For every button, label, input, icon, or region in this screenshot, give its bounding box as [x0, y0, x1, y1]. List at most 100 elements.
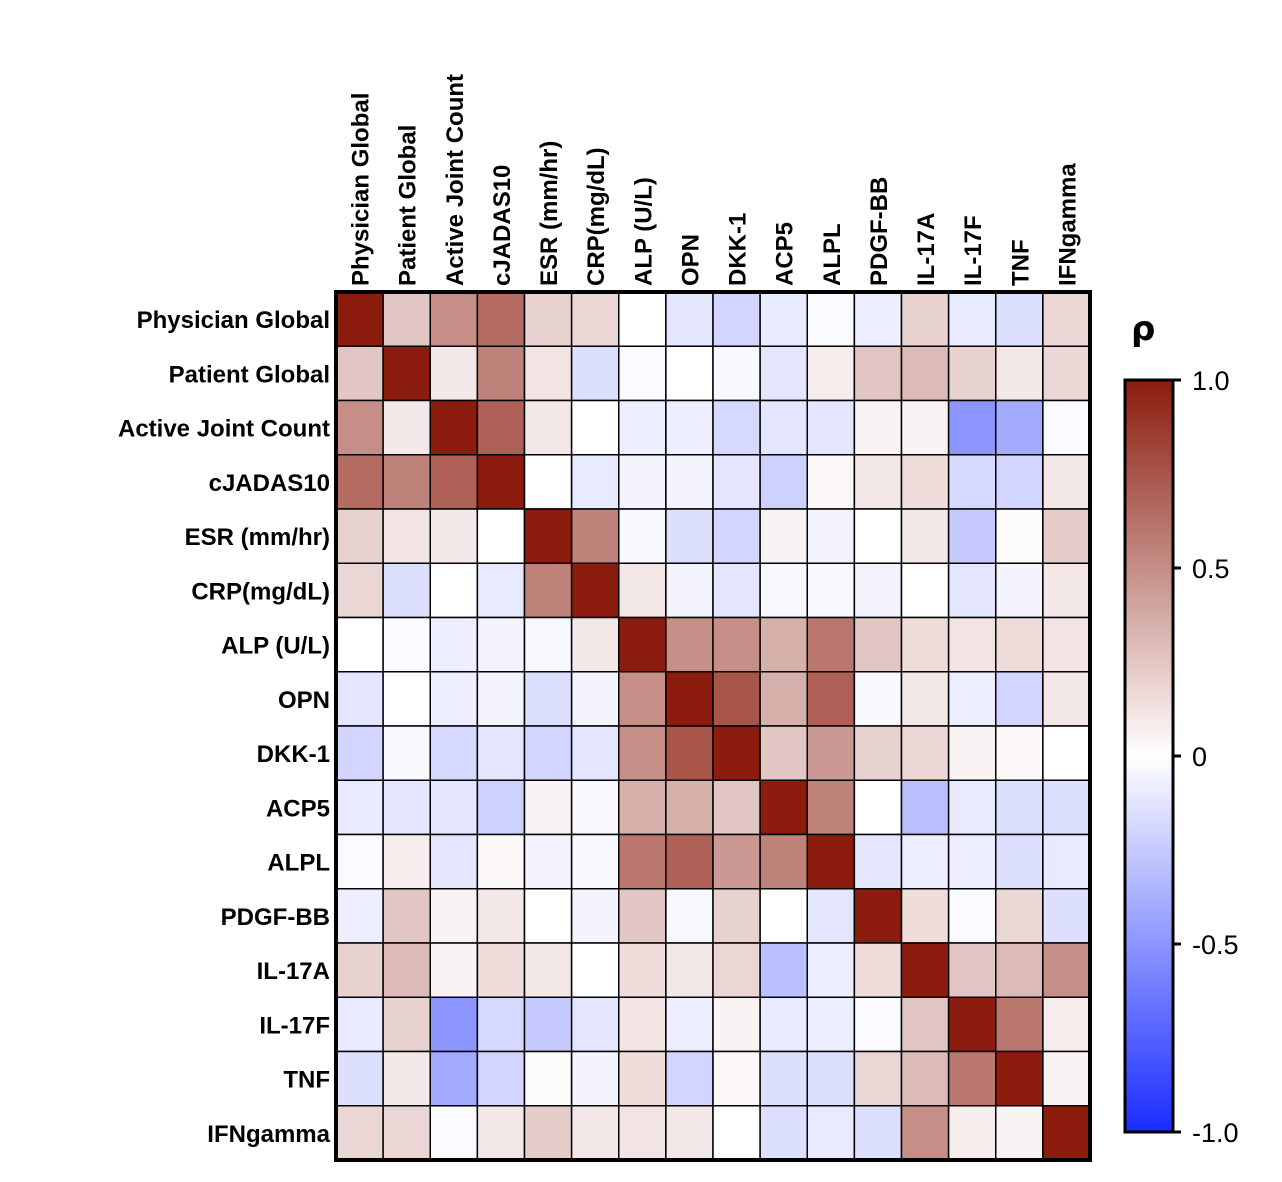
heatmap-cell: [995, 291, 1044, 347]
heatmap-cell: [853, 616, 903, 673]
heatmap-cell: [806, 1050, 856, 1107]
heatmap-cell: [995, 1105, 1044, 1161]
heatmap-cell: [900, 1050, 950, 1107]
heatmap-cell: [476, 779, 526, 836]
heatmap-cell: [429, 725, 479, 781]
heatmap-cell: [759, 888, 808, 944]
heatmap-cell: [806, 562, 856, 619]
heatmap-cell: [1042, 671, 1091, 727]
heatmap-cell: [570, 1050, 620, 1107]
heatmap-cell: [759, 996, 808, 1053]
heatmap-cell: [618, 725, 667, 781]
heatmap-cell: [665, 942, 714, 998]
heatmap-cell: [806, 616, 856, 673]
heatmap-cell: [429, 996, 479, 1053]
heatmap-cell: [523, 833, 573, 890]
heatmap-cell: [429, 1105, 479, 1161]
heatmap-cell: [947, 942, 997, 998]
heatmap-cells: [335, 291, 1091, 1161]
heatmap-cell: [947, 291, 997, 347]
heatmap-cell: [335, 454, 384, 510]
heatmap-cell: [523, 888, 573, 944]
heatmap-cell: [900, 399, 950, 456]
heatmap-cell: [806, 833, 856, 890]
heatmap-cell: [429, 833, 479, 890]
heatmap-cell: [712, 725, 761, 781]
heatmap-cell: [382, 996, 431, 1053]
heatmap-cell: [1042, 833, 1091, 890]
heatmap-cell: [900, 671, 950, 727]
heatmap-cell: [523, 779, 573, 836]
heatmap-cell: [382, 454, 431, 510]
heatmap-cell: [759, 291, 808, 347]
heatmap-cell: [1042, 616, 1091, 673]
heatmap-cell: [570, 942, 620, 998]
heatmap-cell: [335, 1050, 384, 1107]
heatmap-cell: [665, 671, 714, 727]
heatmap-cell: [665, 345, 714, 402]
heatmap-cell: [947, 454, 997, 510]
heatmap-cell: [570, 1105, 620, 1161]
heatmap-cell: [335, 725, 384, 781]
heatmap-cell: [665, 888, 714, 944]
heatmap-cell: [618, 996, 667, 1053]
heatmap-cell: [335, 508, 384, 564]
column-label: Physician Global: [348, 93, 375, 286]
heatmap-cell: [853, 779, 903, 836]
heatmap-cell: [995, 996, 1044, 1053]
heatmap-cell: [712, 779, 761, 836]
heatmap-cell: [1042, 291, 1091, 347]
heatmap-cell: [476, 345, 526, 402]
heatmap-cell: [759, 454, 808, 510]
heatmap-cell: [335, 996, 384, 1053]
heatmap-cell: [759, 1105, 808, 1161]
heatmap-cell: [618, 671, 667, 727]
heatmap-cell: [1042, 399, 1091, 456]
colorbar-tick-label: -1.0: [1192, 1118, 1239, 1148]
row-label: Physician Global: [137, 307, 330, 334]
heatmap-cell: [1042, 454, 1091, 510]
heatmap-cell: [853, 725, 903, 781]
heatmap-cell: [570, 888, 620, 944]
heatmap-cell: [429, 942, 479, 998]
heatmap-cell: [995, 671, 1044, 727]
heatmap-cell: [1042, 562, 1091, 619]
heatmap-cell: [995, 508, 1044, 564]
heatmap-cell: [523, 1050, 573, 1107]
column-label: IL-17A: [913, 213, 940, 286]
column-label: OPN: [677, 234, 704, 286]
heatmap-cell: [759, 562, 808, 619]
heatmap-cell: [853, 345, 903, 402]
heatmap-cell: [900, 562, 950, 619]
heatmap-cell: [476, 616, 526, 673]
heatmap-cell: [523, 291, 573, 347]
heatmap-cell: [665, 454, 714, 510]
heatmap-cell: [476, 942, 526, 998]
heatmap-cell: [712, 291, 761, 347]
heatmap-cell: [429, 1050, 479, 1107]
colorbar-tick-label: 1.0: [1192, 366, 1230, 396]
heatmap-cell: [429, 671, 479, 727]
heatmap-cell: [429, 399, 479, 456]
heatmap-cell: [1042, 508, 1091, 564]
heatmap-cell: [806, 779, 856, 836]
heatmap-cell: [712, 1050, 761, 1107]
heatmap-cell: [429, 562, 479, 619]
heatmap-cell: [806, 291, 856, 347]
heatmap-cell: [712, 671, 761, 727]
heatmap-cell: [429, 779, 479, 836]
row-label: IFNgamma: [207, 1121, 330, 1148]
heatmap-cell: [995, 779, 1044, 836]
heatmap-cell: [570, 779, 620, 836]
row-label: Patient Global: [169, 361, 330, 388]
heatmap-cell: [335, 942, 384, 998]
colorbar-title: ρ: [1131, 309, 1155, 349]
row-label: PDGF-BB: [221, 904, 330, 931]
heatmap-cell: [900, 833, 950, 890]
heatmap-cell: [900, 508, 950, 564]
heatmap-cell: [523, 996, 573, 1053]
heatmap-cell: [1042, 1105, 1091, 1161]
row-label: IL-17A: [257, 958, 330, 985]
heatmap-cell: [335, 345, 384, 402]
column-label: DKK-1: [725, 213, 752, 286]
